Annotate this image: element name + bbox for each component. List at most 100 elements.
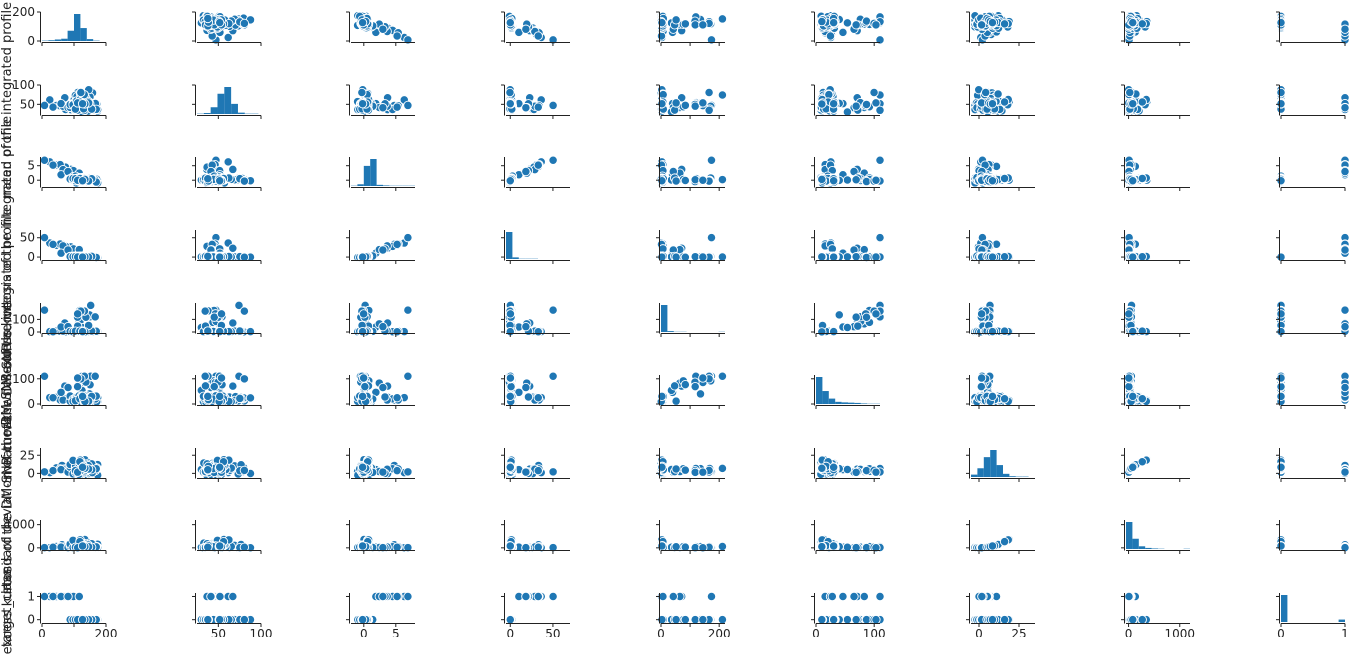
point-r2-c4-135 [699,176,707,184]
point-r0-c3-139 [506,18,514,26]
point-r2-c6-133 [1000,174,1008,182]
point-r0-c4-9 [657,32,665,40]
point-r0-c1-136 [204,14,212,22]
point-r1-c4-54 [681,101,689,109]
point-r2-c1-139 [216,177,224,185]
y-tick-label-r4-0: 0 [27,325,35,339]
point-r3-c1-4 [229,244,237,252]
hist-bar-v0-b6 [80,28,86,41]
point-r1-c4-137 [672,99,680,107]
hist-bar-v2-b1 [357,184,363,186]
point-r2-c3-6 [549,156,557,164]
point-r1-c4-126 [691,102,699,110]
hist-bar-v0-b7 [87,39,93,41]
hist-bar-v1-b6 [238,113,245,114]
point-r0-c7-133 [1138,20,1146,28]
panel-r3-c8 [1276,230,1349,264]
panel-r1-c2 [346,85,415,119]
point-r2-c8-139 [1277,177,1285,185]
point-r4-c0-139 [78,327,86,335]
point-r1-c3-130 [506,88,514,96]
y-tick-label-r2-0: 0 [27,173,35,187]
panel-r3-c1 [192,230,261,264]
point-r1-c7-133 [1138,98,1146,106]
point-r1-c6-133 [1000,98,1008,106]
point-r3-c4-6 [707,233,715,241]
point-r2-c5-126 [852,176,860,184]
point-r1-c4-130 [705,88,713,96]
panel-r2-c6 [966,156,1035,191]
hist-bar-v3-b0 [506,232,512,259]
panel-r3-c5 [811,230,884,264]
panel-r1-c7 [1121,85,1190,119]
hist-bar-v2-b4 [377,185,383,186]
point-r3-c1-136 [204,252,212,260]
point-r1-c2-9 [393,103,401,111]
point-r4-c0-81 [91,313,99,321]
point-r2-c0-6 [40,156,48,164]
point-r1-c0-139 [78,99,86,107]
point-r2-c8-13 [1341,167,1349,175]
point-r3-c4-135 [699,253,707,261]
point-r0-c2-13 [379,25,387,33]
panel-r0-c8 [1276,12,1349,46]
point-r4-c0-135 [73,310,81,318]
y-tick-label-r4-1: 100 [12,312,35,326]
point-r1-c0-6 [40,101,48,109]
point-r2-c1-136 [204,175,212,183]
point-r0-c5-138 [818,17,826,25]
panel-r2-c5 [811,156,884,191]
point-r3-c7-133 [1138,253,1146,261]
point-r2-c0-9 [49,161,57,169]
panel-r2-c1 [192,156,261,191]
point-r2-c3-9 [534,161,542,169]
y-tick-label-r1-1: 100 [12,78,35,92]
panel-r1-c5 [811,85,884,119]
panel-r2-c4 [656,156,727,191]
point-r0-c5-102 [862,17,870,25]
point-r1-c4-135 [699,99,707,107]
point-r2-c4-6 [707,156,715,164]
panel-r1-c8 [1276,85,1349,119]
panel-r4-c1 [192,301,261,337]
point-r0-c5-135 [872,21,880,29]
point-r0-c5-55 [843,19,851,27]
point-r1-c2-139 [358,99,366,107]
y-tick-label-r0-1: 200 [12,5,35,19]
point-r0-c5-126 [852,21,860,29]
point-r1-c7-130 [1126,88,1134,96]
point-r3-c5-126 [852,253,860,261]
point-r3-c5-55 [843,253,851,261]
hist-bar-v1-b1 [204,113,211,114]
point-r1-c5-126 [852,102,860,110]
point-r3-c0-9 [49,240,57,248]
point-r3-c5-135 [872,253,880,261]
panel-r1-c4 [656,85,727,119]
point-r2-c4-126 [691,176,699,184]
panel-r0-c0: 0 200 [12,5,106,48]
point-r0-c2-139 [358,18,366,26]
point-r1-c7-139 [1129,99,1137,107]
point-r1-c2-6 [404,101,412,109]
point-r2-c5-139 [829,177,837,185]
point-r4-c0-6 [40,306,48,314]
point-r0-c8-139 [1277,18,1285,26]
panel-r0-c3 [501,12,570,46]
hist-bar-v3-b1 [512,257,518,259]
point-r1-c4-116 [705,106,713,114]
point-r1-c3-139 [506,99,514,107]
point-r1-c8-13 [1341,103,1349,111]
point-r1-c5-139 [829,99,837,107]
panel-r0-c7 [1121,12,1190,46]
point-r1-c3-6 [549,101,557,109]
hist-bar-v0-b2 [55,39,61,41]
point-r2-c4-139 [658,177,666,185]
hist-bar-v1-b4 [224,87,231,114]
panel-r0-c5 [811,12,884,46]
point-r2-c5-135 [872,176,880,184]
panel-r0-c6 [966,12,1035,46]
y-tick-label-r0-0: 0 [27,34,35,48]
point-r1-c4-139 [658,99,666,107]
